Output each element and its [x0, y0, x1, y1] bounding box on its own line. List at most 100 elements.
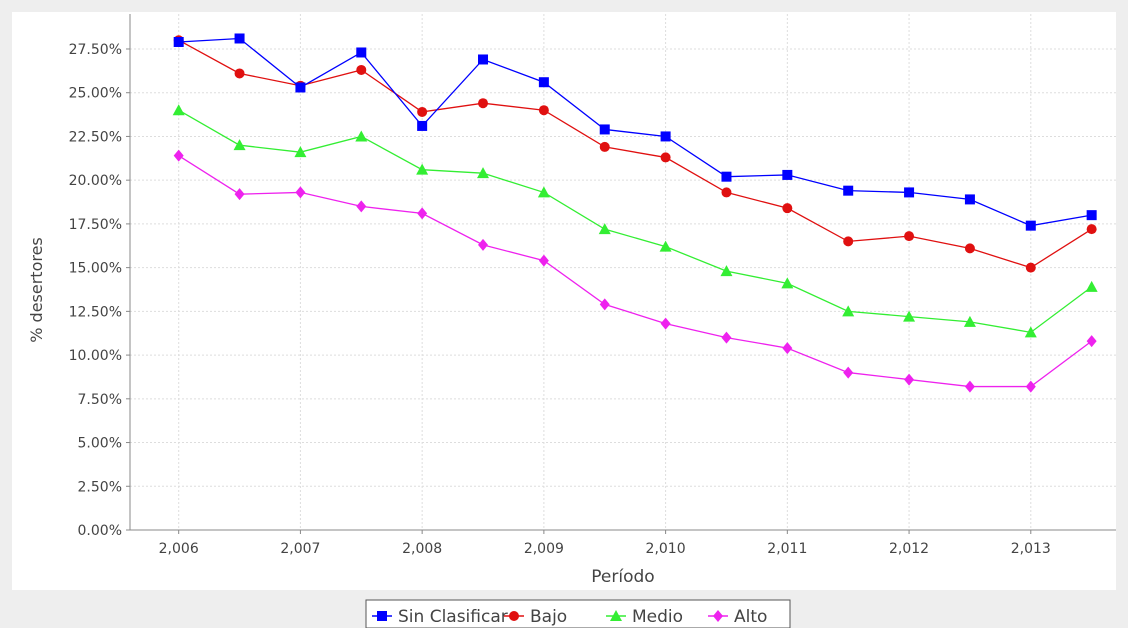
data-point-alto: [721, 331, 732, 344]
data-point-sin-clasificar: [295, 82, 306, 93]
y-tick-label: 17.50%: [69, 217, 122, 233]
data-point-bajo: [964, 243, 975, 254]
legend-label: Medio: [632, 607, 683, 627]
data-point-alto: [599, 298, 610, 311]
y-tick-label: 0.00%: [78, 523, 122, 539]
series-bajo: [173, 35, 1097, 273]
x-axis-ticks: 2,006 2,007 2,008 2,009 2,010 2,011 2,012 2,013: [159, 530, 1051, 557]
data-point-medio: [233, 139, 246, 151]
data-point-medio: [172, 104, 185, 116]
data-point-bajo: [1086, 224, 1097, 235]
data-point-bajo: [721, 187, 732, 198]
data-point-alto: [782, 342, 793, 355]
series-line-sin-clasificar: [178, 37, 1092, 227]
data-point-sin-clasificar: [538, 77, 549, 88]
data-point-sin-clasificar: [904, 187, 915, 198]
data-point-bajo: [1025, 262, 1036, 273]
legend: Sin Clasificar Bajo Medio Alto: [365, 599, 791, 629]
data-point-sin-clasificar: [660, 131, 671, 142]
legend-item-bajo: Bajo: [504, 607, 567, 627]
legend-item-sin-clasificar: Sin Clasificar: [372, 607, 508, 627]
data-point-sin-clasificar: [599, 124, 610, 135]
data-point-bajo: [356, 64, 367, 75]
y-axis-ticks: 0.00% 2.50% 5.00% 7.50% 10.00% 12.50% 15.00% 17…: [69, 42, 130, 539]
data-point-medio: [720, 265, 733, 277]
legend-item-medio: Medio: [606, 607, 683, 627]
y-tick-label: 5.00%: [78, 436, 122, 452]
data-point-alto: [843, 366, 854, 379]
y-tick-label: 12.50%: [69, 304, 122, 320]
data-point-alto: [1025, 380, 1036, 393]
series-alto: [173, 149, 1097, 393]
x-tick-label: 2,013: [1011, 541, 1051, 557]
data-point-sin-clasificar: [721, 171, 732, 182]
legend-marker: [377, 611, 387, 621]
data-point-medio: [416, 163, 429, 175]
data-point-medio: [598, 223, 611, 235]
data-point-medio: [903, 310, 916, 322]
data-point-alto: [234, 188, 245, 201]
plot-area: [130, 14, 1116, 530]
legend-item-alto: Alto: [708, 607, 767, 627]
data-point-sin-clasificar: [478, 54, 489, 65]
y-tick-label: 20.00%: [69, 173, 122, 189]
data-point-sin-clasificar: [782, 169, 793, 180]
data-point-alto: [904, 373, 915, 386]
x-tick-label: 2,008: [402, 541, 442, 557]
data-point-medio: [659, 240, 672, 252]
x-tick-label: 2,006: [159, 541, 199, 557]
data-point-medio: [294, 146, 307, 158]
series-sin-clasificar: [173, 33, 1097, 231]
y-tick-label: 10.00%: [69, 348, 122, 364]
data-point-sin-clasificar: [1086, 210, 1097, 221]
series-line-bajo: [178, 39, 1093, 269]
data-point-medio: [842, 305, 855, 317]
data-point-alto: [173, 149, 184, 162]
data-point-bajo: [904, 231, 915, 242]
data-point-medio: [477, 167, 490, 179]
data-point-sin-clasificar: [417, 120, 428, 131]
y-tick-label: 2.50%: [78, 479, 122, 495]
data-point-bajo: [234, 68, 245, 79]
data-point-bajo: [660, 152, 671, 163]
data-point-bajo: [782, 203, 793, 214]
series: [172, 33, 1098, 393]
y-tick-label: 15.00%: [69, 261, 122, 277]
data-point-alto: [478, 238, 489, 251]
data-point-medio: [537, 186, 550, 198]
data-point-sin-clasificar: [234, 33, 245, 44]
data-point-alto: [660, 317, 671, 330]
y-tick-label: 27.50%: [69, 42, 122, 58]
data-point-alto: [538, 254, 549, 267]
data-point-alto: [356, 200, 367, 213]
data-point-sin-clasificar: [1025, 220, 1036, 231]
series-line-medio: [178, 109, 1093, 334]
series-line-alto: [178, 155, 1093, 388]
x-tick-label: 2,010: [646, 541, 686, 557]
data-point-medio: [781, 277, 794, 289]
data-point-bajo: [599, 141, 610, 152]
x-axis-label: Período: [591, 567, 654, 587]
data-point-alto: [964, 380, 975, 393]
data-point-medio: [1085, 280, 1098, 292]
data-point-bajo: [478, 98, 489, 109]
data-point-sin-clasificar: [843, 185, 854, 196]
data-point-alto: [417, 207, 428, 220]
outer-panel-right: [1116, 0, 1128, 628]
outer-panel-top: [0, 0, 1128, 12]
x-tick-label: 2,009: [524, 541, 564, 557]
x-tick-label: 2,007: [280, 541, 320, 557]
data-point-sin-clasificar: [356, 47, 367, 58]
legend-label: Bajo: [530, 607, 567, 627]
data-point-medio: [355, 130, 368, 142]
data-point-bajo: [417, 106, 428, 117]
x-tick-label: 2,011: [767, 541, 807, 557]
legend-marker: [509, 611, 519, 621]
legend-marker: [713, 610, 723, 622]
data-point-medio: [963, 315, 976, 327]
data-point-alto: [295, 186, 306, 199]
y-axis-label: % desertores: [27, 237, 46, 343]
y-tick-label: 25.00%: [69, 86, 122, 102]
legend-label: Alto: [734, 607, 767, 627]
